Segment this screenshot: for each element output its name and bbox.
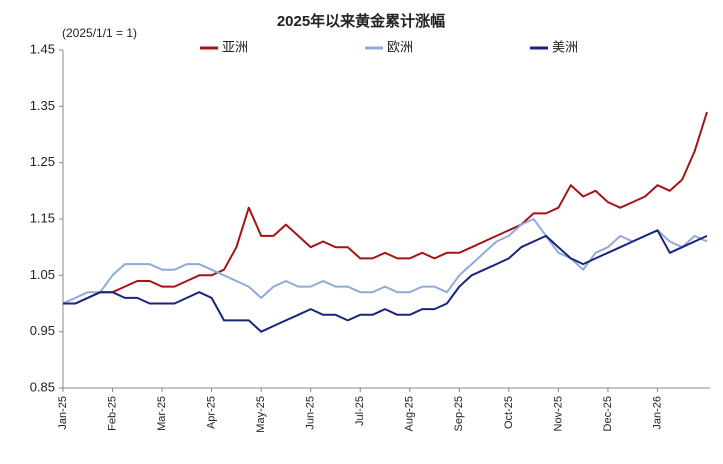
series-line (63, 111, 708, 305)
chart-title: 2025年以来黄金累计涨幅 (277, 12, 445, 30)
y-tick-label: 1.35 (30, 98, 55, 113)
x-tick-label: May-25 (255, 396, 267, 433)
x-tick-label: Dec-25 (602, 396, 614, 431)
x-tick-label: Oct-25 (503, 396, 515, 429)
legend-label: 美洲 (552, 39, 578, 54)
legend-label: 亚洲 (222, 39, 248, 54)
x-tick-label: Jun-25 (305, 396, 317, 430)
x-tick-label: Jan-25 (57, 396, 69, 430)
x-tick-label: Feb-25 (106, 396, 118, 431)
x-tick-label: Aug-25 (404, 396, 416, 431)
x-tick-label: Jan-26 (651, 396, 663, 430)
annotation: (2025/1/1 = 1) (62, 26, 137, 40)
x-tick-label: Sep-25 (453, 396, 465, 431)
y-tick-label: 1.45 (30, 41, 55, 56)
x-tick-label: Apr-25 (206, 396, 218, 429)
y-tick-label: 1.25 (30, 154, 55, 169)
y-tick-label: 1.15 (30, 210, 55, 225)
x-tick-label: Mar-25 (156, 396, 168, 431)
legend-label: 欧洲 (387, 39, 413, 54)
series-line (63, 229, 708, 333)
y-tick-label: 1.05 (30, 267, 55, 282)
y-tick-label: 0.95 (30, 323, 55, 338)
y-tick-label: 0.85 (30, 379, 55, 394)
x-tick-label: Nov-25 (552, 396, 564, 431)
x-tick-label: Jul-25 (354, 396, 366, 426)
series-line (62, 218, 708, 305)
